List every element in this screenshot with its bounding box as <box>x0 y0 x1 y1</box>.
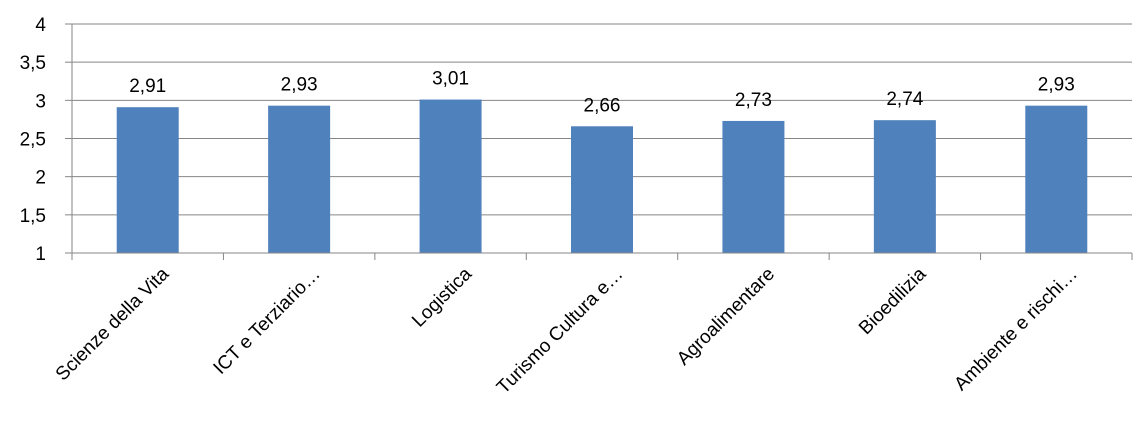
x-tick-label: Turismo Cultura e… <box>493 264 628 399</box>
y-tick-label: 4 <box>35 15 46 36</box>
bar <box>116 107 179 253</box>
y-tick-label: 2 <box>35 168 46 189</box>
bar <box>873 120 936 254</box>
y-tick-label: 2,5 <box>20 130 46 151</box>
y-tick-label: 1,5 <box>20 206 46 227</box>
data-label: 2,73 <box>735 90 772 111</box>
bar <box>268 105 331 253</box>
bar <box>571 126 633 253</box>
data-label: 2,66 <box>584 95 621 116</box>
data-label: 2,93 <box>1038 75 1075 96</box>
bar <box>722 120 785 254</box>
axes <box>65 23 1133 260</box>
data-label: 2,74 <box>886 89 923 110</box>
x-tick-label: Logistica <box>408 263 476 331</box>
x-tick-label: ICT e Terziario… <box>210 264 325 379</box>
data-label: 2,93 <box>281 75 318 96</box>
y-tick-label: 3,5 <box>20 53 46 74</box>
y-tick-label: 1 <box>35 244 46 265</box>
x-tick-label: Agroalimentare <box>673 264 779 370</box>
bar <box>1025 105 1088 253</box>
x-tick-label: Bioedilizia <box>855 263 931 339</box>
y-tick-label: 3 <box>35 91 46 112</box>
x-tick-label: Ambiente e rischi… <box>950 264 1081 395</box>
data-label: 2,91 <box>129 76 166 97</box>
bar <box>419 99 482 253</box>
bars <box>116 99 1088 254</box>
x-tick-label: Scienze della Vita <box>52 263 174 385</box>
data-label: 3,01 <box>432 69 469 90</box>
